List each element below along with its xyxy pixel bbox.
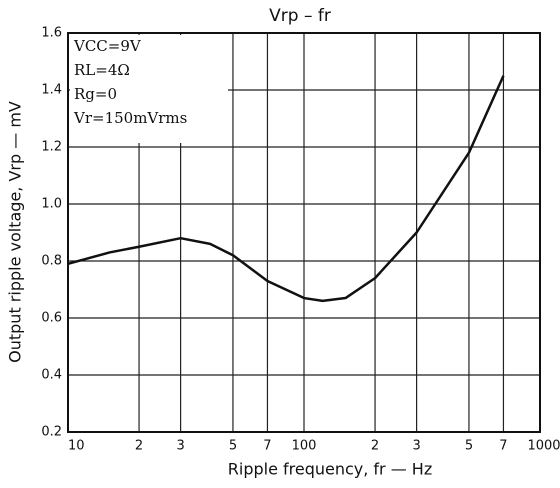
x-tick-label: 2 (135, 439, 143, 454)
x-tick-label: 2 (371, 439, 379, 454)
y-tick-label: 1.0 (41, 197, 62, 212)
y-tick-label: 0.4 (41, 368, 62, 383)
x-tick-label: 5 (229, 439, 237, 454)
x-tick-label: 3 (412, 439, 420, 454)
y-tick-label: 0.2 (41, 425, 62, 440)
y-tick-label: 0.8 (41, 254, 62, 269)
x-tick-label: 100 (292, 439, 317, 454)
x-tick-label: 3 (176, 439, 184, 454)
x-tick-label: 7 (499, 439, 507, 454)
y-tick-label: 1.2 (41, 140, 62, 155)
annotation: VCC=9V (73, 37, 142, 55)
plot-frame (67, 32, 541, 433)
x-tick-label: 5 (465, 439, 473, 454)
y-axis-label: Output ripple voltage, Vrp — mV (6, 101, 25, 363)
annotation: Vr=150mVrms (73, 109, 187, 127)
data-line (67, 75, 505, 303)
x-tick-label: 1000 (527, 439, 560, 454)
annotation: RL=4Ω (74, 61, 130, 79)
y-tick-label: 1.4 (41, 83, 62, 98)
x-tick-label: 10 (68, 439, 85, 454)
annotation-background (70, 35, 228, 143)
x-tick-label: 7 (263, 439, 271, 454)
chart-title: Vrp – fr (269, 6, 331, 26)
y-tick-label: 1.6 (41, 26, 62, 41)
annotation: Rg=0 (74, 85, 117, 103)
x-axis-label: Ripple frequency, fr — Hz (228, 460, 432, 479)
y-tick-label: 0.6 (41, 311, 62, 326)
